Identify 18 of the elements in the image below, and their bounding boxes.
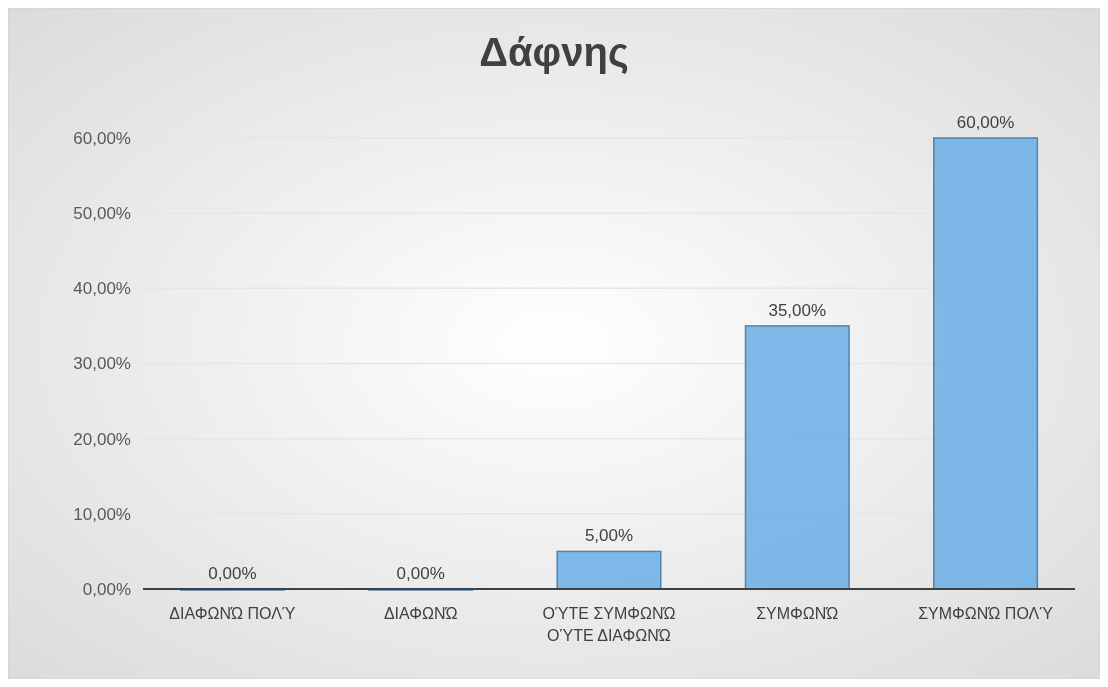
data-label: 35,00% [768,300,827,320]
y-tick-label: 20,00% [73,429,131,449]
y-tick-label: 50,00% [73,204,131,224]
data-label: 0,00% [396,564,445,583]
x-tick-label: ΔΙΑΦΩΝΏ ΠΟΛΎ [169,605,296,622]
x-tick-label: ΣΥΜΦΩΝΏ ΠΟΛΎ [918,605,1054,622]
x-tick-label: ΔΙΑΦΩΝΏ [383,605,458,622]
y-tick-label: 60,00% [73,128,131,148]
data-label: 60,00% [956,113,1015,132]
data-label: 5,00% [584,526,634,546]
chart-title: Δάφνης [479,30,629,75]
data-label: 0,00% [208,564,257,583]
y-tick-label: 40,00% [73,279,131,299]
x-tick-label: ΟΎΤΕ ΣΥΜΦΩΝΏ ΟΎΤΕ ΔΙΑΦΩΝΏ [542,605,676,644]
x-tick-label: ΣΥΜΦΩΝΏ [756,605,839,622]
y-tick-label: 30,00% [73,354,131,374]
y-tick-label: 0,00% [82,579,131,599]
y-tick-label: 10,00% [73,504,131,524]
